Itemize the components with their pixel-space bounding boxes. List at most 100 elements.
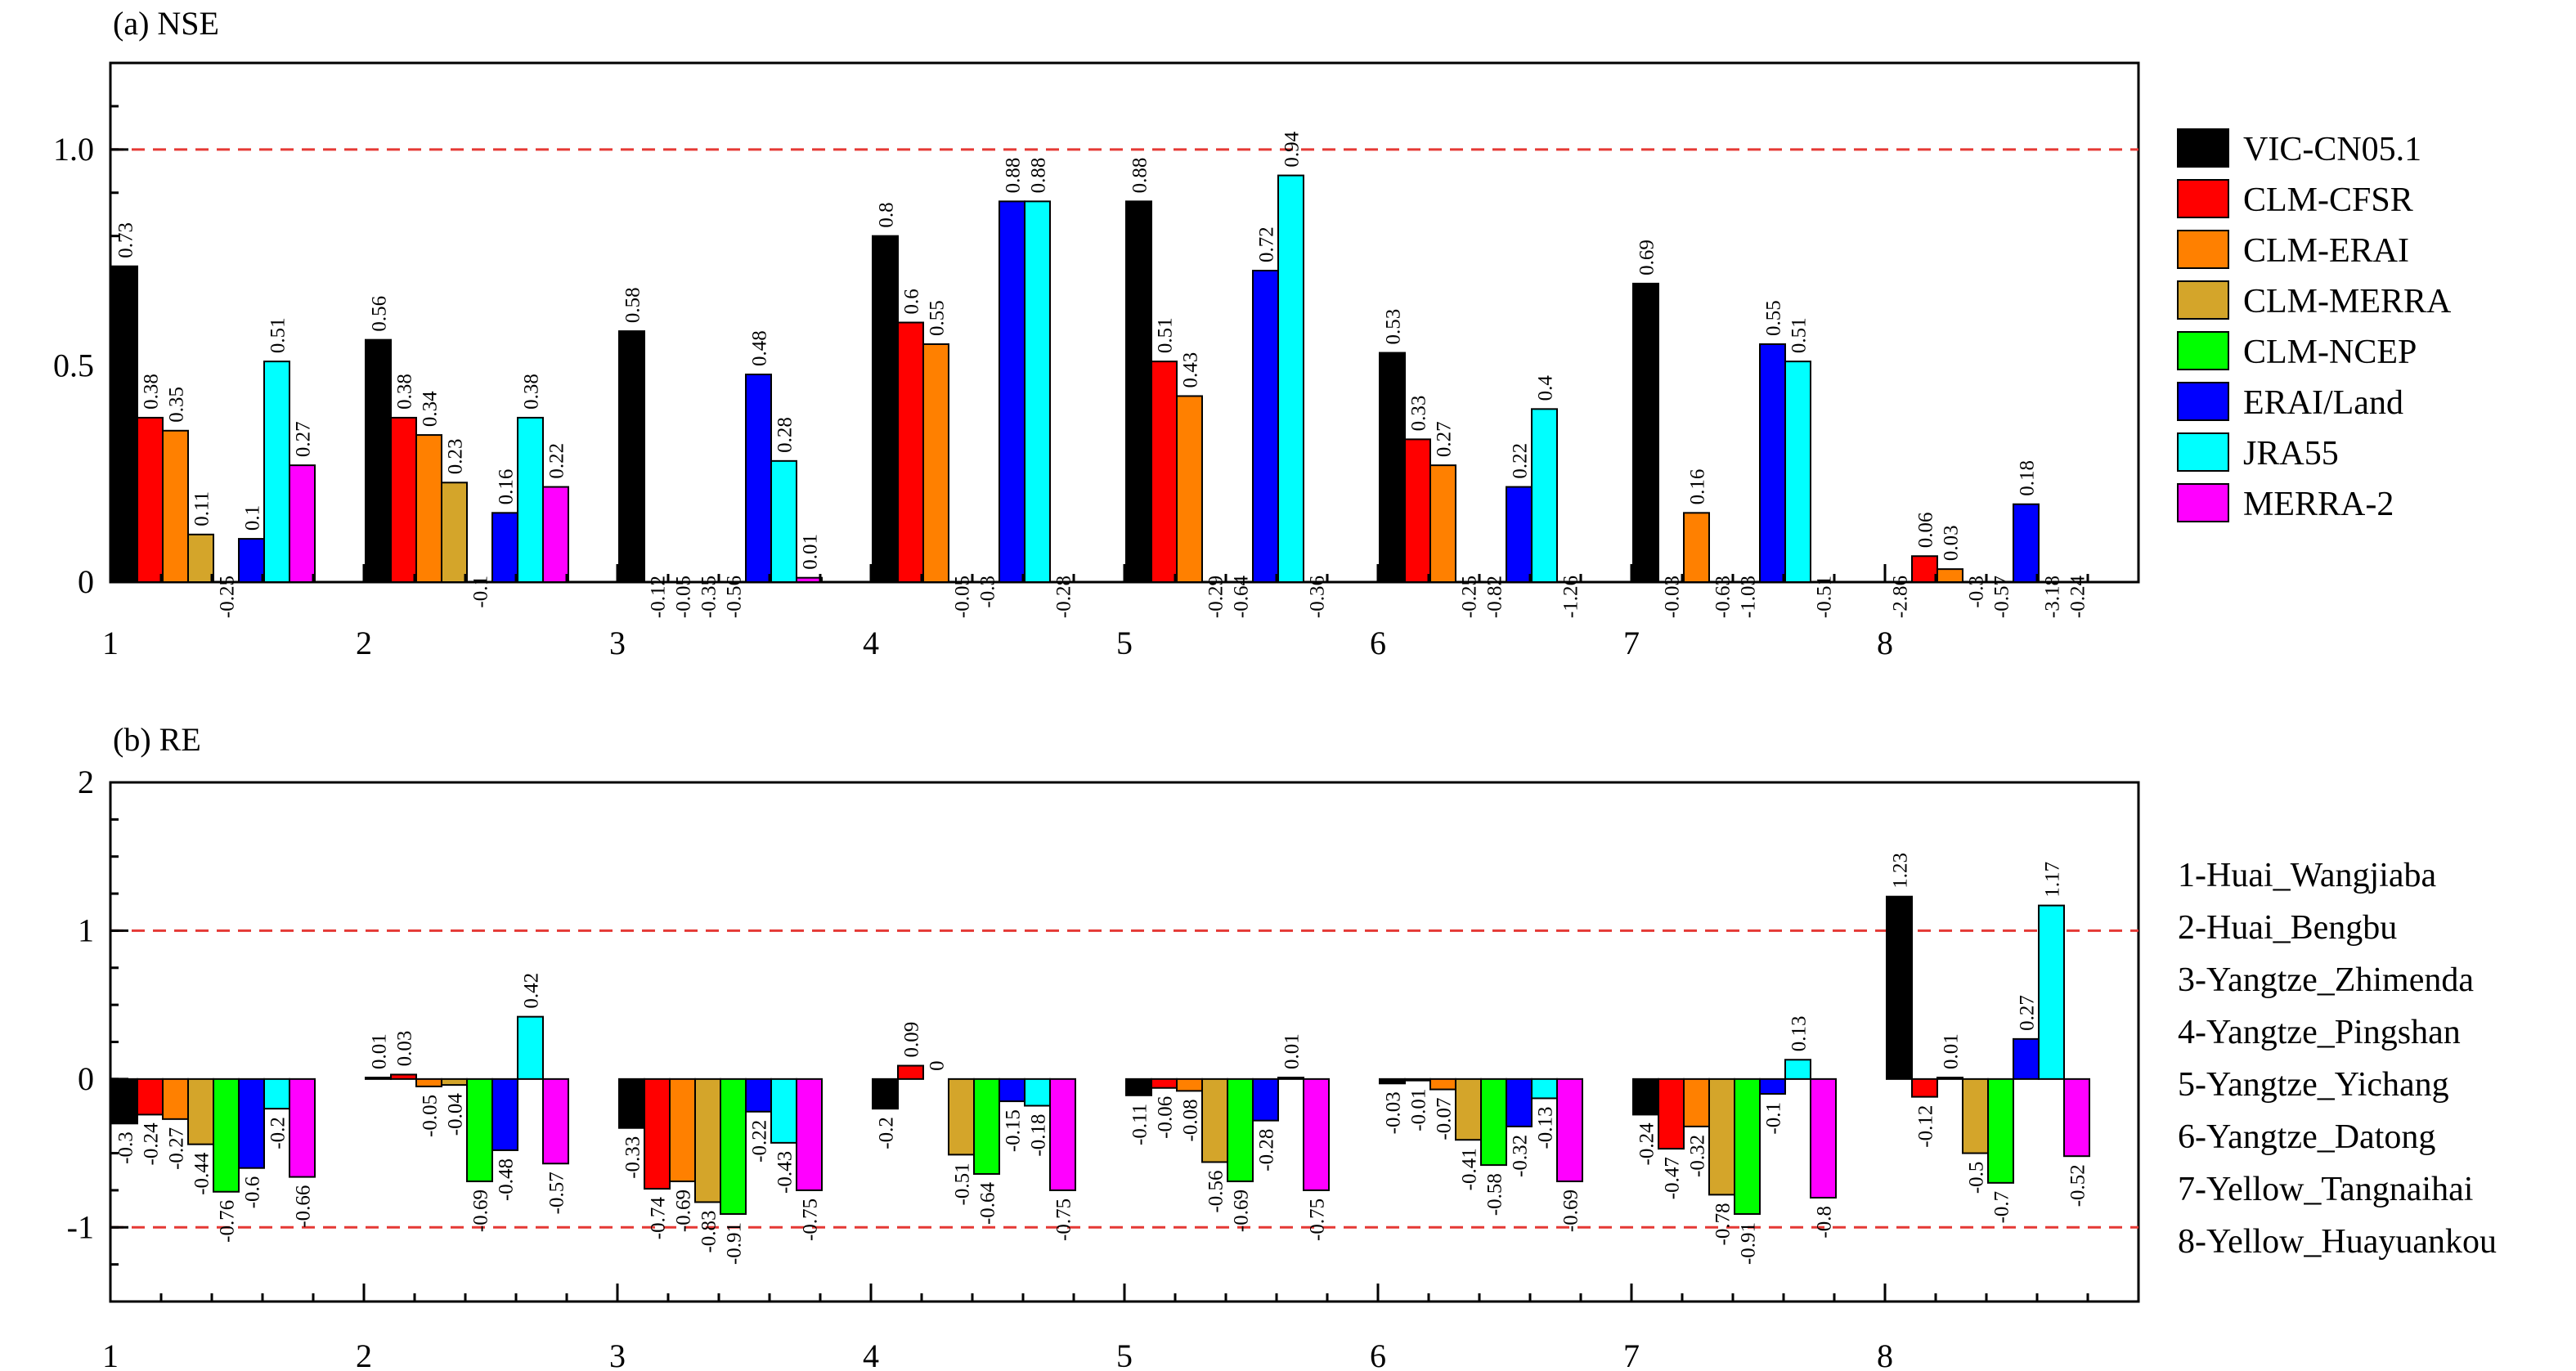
bar-nse-series-5-station-7 bbox=[1759, 343, 1786, 583]
bar-nse-series-1-station-5 bbox=[1151, 361, 1178, 583]
bar-nse-series-5-station-2 bbox=[491, 512, 518, 583]
value-label: -0.66 bbox=[293, 1185, 315, 1228]
value-label: 0.01 bbox=[369, 1033, 391, 1069]
value-label: -0.69 bbox=[673, 1190, 695, 1232]
value-label: -0.64 bbox=[977, 1181, 999, 1225]
bar-nse-series-1-station-4 bbox=[897, 321, 924, 583]
bar-nse-series-6-station-2 bbox=[517, 416, 544, 583]
bar-re-series-7-station-8 bbox=[2063, 1078, 2090, 1158]
value-label: -0.33 bbox=[622, 1136, 644, 1179]
bar-re-series-6-station-4 bbox=[1024, 1078, 1051, 1107]
value-label: -0.57 bbox=[1991, 576, 2013, 618]
value-label: -0.05 bbox=[952, 576, 974, 618]
value-label: -0.52 bbox=[2067, 1164, 2089, 1207]
bar-re-series-3-station-2 bbox=[441, 1078, 468, 1086]
bar-re-series-0-station-5 bbox=[1125, 1078, 1152, 1096]
legend-swatch-jra55 bbox=[2177, 432, 2229, 472]
bar-nse-series-1-station-8 bbox=[1911, 555, 1938, 583]
legend-label-merra-2: MERRA-2 bbox=[2243, 486, 2394, 523]
value-label: -0.11 bbox=[1129, 1104, 1151, 1145]
bar-re-series-4-station-3 bbox=[720, 1078, 747, 1215]
bar-re-series-3-station-7 bbox=[1708, 1078, 1735, 1196]
bar-nse-series-6-station-4 bbox=[1024, 200, 1051, 583]
bar-nse-series-0-station-3 bbox=[618, 330, 645, 583]
value-label: 0.22 bbox=[546, 443, 568, 479]
value-label: -0.75 bbox=[1307, 1199, 1329, 1241]
re-y-tick-label: 1 bbox=[78, 912, 94, 948]
bar-re-series-7-station-6 bbox=[1556, 1078, 1583, 1183]
value-label: 0.42 bbox=[521, 973, 543, 1009]
value-label: 0.34 bbox=[420, 391, 442, 427]
value-label: -0.22 bbox=[749, 1120, 771, 1163]
value-label: -0.56 bbox=[724, 576, 746, 618]
re-x-tick-label: 5 bbox=[1116, 1337, 1133, 1371]
bar-nse-series-7-station-2 bbox=[542, 486, 569, 583]
value-label: 0.1 bbox=[242, 505, 264, 531]
value-label: 0.38 bbox=[521, 374, 543, 410]
bar-nse-series-5-station-5 bbox=[1252, 270, 1279, 583]
value-label: -0.04 bbox=[445, 1093, 467, 1136]
value-label: 0.55 bbox=[1763, 300, 1785, 336]
value-label: 1.17 bbox=[2042, 862, 2064, 898]
re-reference-lines bbox=[110, 929, 2138, 1229]
value-label: 0.23 bbox=[445, 439, 467, 475]
bar-re-series-3-station-8 bbox=[1962, 1078, 1989, 1154]
bar-re-series-6-station-6 bbox=[1531, 1078, 1558, 1100]
bar-re-series-0-station-3 bbox=[618, 1078, 645, 1129]
bar-re-series-2-station-8 bbox=[1936, 1077, 1963, 1080]
bar-nse-series-1-station-2 bbox=[390, 416, 417, 583]
re-panel-title: (b) RE bbox=[113, 721, 201, 758]
bar-nse-series-5-station-4 bbox=[999, 200, 1025, 583]
bar-re-series-1-station-3 bbox=[644, 1078, 671, 1190]
re-x-tick-label: 2 bbox=[356, 1337, 372, 1371]
legend: VIC-CN05.1 CLM-CFSR CLM-ERAI CLM-MERRA C… bbox=[2177, 128, 2452, 523]
bar-nse-series-6-station-3 bbox=[770, 459, 797, 583]
value-label: 0.51 bbox=[1155, 317, 1177, 353]
bar-nse-series-3-station-2 bbox=[441, 482, 468, 584]
bar-nse-series-5-station-3 bbox=[745, 374, 772, 583]
bar-re-series-4-station-8 bbox=[1987, 1078, 2014, 1184]
bar-nse-series-2-station-7 bbox=[1683, 512, 1710, 583]
value-label: 0.27 bbox=[293, 421, 315, 457]
station-4: 4-Yangtze_Pingshan bbox=[2178, 1014, 2461, 1051]
value-label: -0.28 bbox=[1053, 576, 1075, 618]
value-label: -0.25 bbox=[217, 576, 239, 618]
value-label: 0.4 bbox=[1535, 375, 1557, 401]
value-label: 0.56 bbox=[369, 296, 391, 332]
re-y-tick-label: -1 bbox=[67, 1208, 94, 1245]
bar-nse-series-0-station-6 bbox=[1379, 352, 1406, 583]
value-label: -0.24 bbox=[1636, 1122, 1658, 1166]
value-label: 0.38 bbox=[141, 374, 163, 410]
bar-re-series-1-station-1 bbox=[137, 1078, 164, 1116]
bar-re-series-3-station-3 bbox=[694, 1078, 721, 1203]
nse-x-tick-label: 5 bbox=[1116, 625, 1133, 661]
re-y-tick-label: 0 bbox=[78, 1060, 94, 1097]
nse-y-axis: 0 0.5 1.0 bbox=[53, 61, 128, 600]
legend-label-jra55: JRA55 bbox=[2243, 435, 2339, 473]
bar-nse-series-5-station-1 bbox=[238, 538, 265, 583]
re-y-axis: -1 0 1 2 bbox=[67, 764, 128, 1303]
value-label: 0.13 bbox=[1788, 1016, 1811, 1052]
value-label: -0.12 bbox=[1915, 1105, 1937, 1148]
bar-re-series-0-station-8 bbox=[1886, 895, 1913, 1080]
value-label: 0.01 bbox=[1941, 1033, 1963, 1069]
value-label: -0.01 bbox=[1408, 1089, 1430, 1131]
bar-re-series-0-station-4 bbox=[872, 1078, 899, 1110]
legend-swatch-clm-erai bbox=[2177, 230, 2229, 269]
bar-re-series-0-station-6 bbox=[1379, 1078, 1406, 1085]
value-label: 0 bbox=[927, 1060, 949, 1071]
value-label: -0.35 bbox=[698, 576, 720, 618]
nse-x-tick-label: 4 bbox=[863, 625, 879, 661]
value-label: -0.51 bbox=[1814, 576, 1836, 618]
legend-swatch-vic-cn05-1 bbox=[2177, 128, 2229, 168]
bar-re-series-0-station-2 bbox=[365, 1077, 392, 1080]
bar-re-series-5-station-3 bbox=[745, 1078, 772, 1113]
value-label: 0.94 bbox=[1281, 131, 1304, 167]
value-label: -1.26 bbox=[1560, 576, 1582, 618]
value-label: 0.72 bbox=[1256, 226, 1278, 262]
re-panel: (b) RE -0.30.01-0.33-0.2 -0.11 -0.03-0.241… bbox=[67, 721, 2140, 1371]
value-label: 1.23 bbox=[1890, 853, 1912, 889]
station-8: 8-Yellow_Huayuankou bbox=[2178, 1223, 2497, 1261]
value-label: -0.48 bbox=[496, 1158, 518, 1201]
value-label: -0.75 bbox=[800, 1199, 822, 1241]
